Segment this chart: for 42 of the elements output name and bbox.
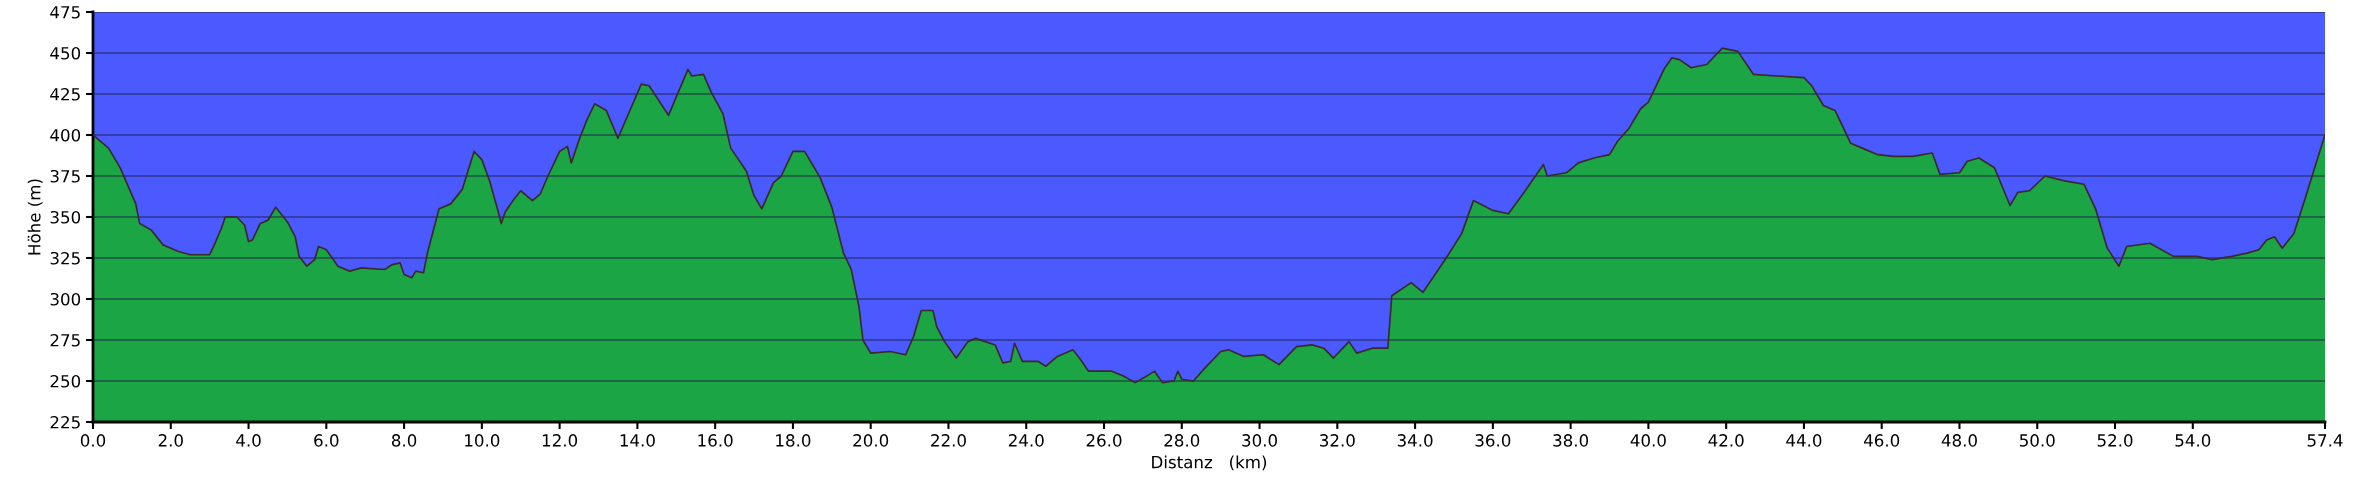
x-tick-label: 46.0 bbox=[1863, 434, 1900, 447]
x-tick-label: 0.0 bbox=[80, 434, 106, 447]
x-tick-label: 34.0 bbox=[1397, 434, 1433, 447]
y-tick-label: 400 bbox=[50, 128, 81, 142]
y-tick-label: 375 bbox=[50, 169, 80, 183]
x-tick-label: 6.0 bbox=[314, 434, 339, 447]
x-tick-label: 16.0 bbox=[698, 434, 733, 447]
x-tick-label: 36.0 bbox=[1475, 434, 1511, 447]
x-tick-label: 52.0 bbox=[2097, 434, 2133, 447]
y-tick-label: 325 bbox=[50, 251, 80, 265]
y-tick-label: 475 bbox=[50, 6, 80, 19]
x-tick-label: 32.0 bbox=[1320, 434, 1355, 447]
x-tick-label: 44.0 bbox=[1786, 434, 1822, 447]
y-tick-label: 425 bbox=[50, 87, 80, 101]
y-tick-label: 450 bbox=[50, 46, 81, 60]
x-tick-label: 14.0 bbox=[620, 434, 655, 447]
x-axis-title: Distanz (km) bbox=[1152, 455, 1267, 471]
x-tick-label: 2.0 bbox=[158, 434, 183, 447]
x-tick-label: 40.0 bbox=[1630, 434, 1666, 447]
x-tick-label: 48.0 bbox=[1941, 434, 1977, 447]
x-tick-label: 8.0 bbox=[391, 434, 417, 447]
x-tick-label: 30.0 bbox=[1242, 434, 1277, 447]
x-tick-label: 54.0 bbox=[2175, 434, 2211, 447]
x-tick-label: 4.0 bbox=[236, 434, 261, 447]
y-axis-title: Höhe (m) bbox=[27, 179, 43, 255]
x-tick-label: 38.0 bbox=[1553, 434, 1589, 447]
x-tick-label: 57.4 bbox=[2307, 434, 2343, 447]
x-tick-label: 50.0 bbox=[2019, 434, 2055, 447]
x-tick-label: 42.0 bbox=[1708, 434, 1744, 447]
y-tick-label: 275 bbox=[50, 333, 80, 347]
x-tick-label: 20.0 bbox=[853, 434, 889, 447]
y-tick-label: 300 bbox=[50, 292, 81, 306]
x-tick-label: 22.0 bbox=[931, 434, 966, 447]
x-tick-label: 10.0 bbox=[465, 434, 500, 447]
y-tick-label: 225 bbox=[50, 415, 80, 429]
y-tick-label: 350 bbox=[50, 210, 81, 224]
x-tick-label: 12.0 bbox=[542, 434, 578, 447]
x-tick-label: 24.0 bbox=[1008, 434, 1044, 447]
x-tick-label: 28.0 bbox=[1164, 434, 1200, 447]
y-tick-label: 250 bbox=[50, 374, 81, 388]
x-tick-label: 26.0 bbox=[1086, 434, 1122, 447]
x-tick-label: 18.0 bbox=[776, 434, 811, 447]
